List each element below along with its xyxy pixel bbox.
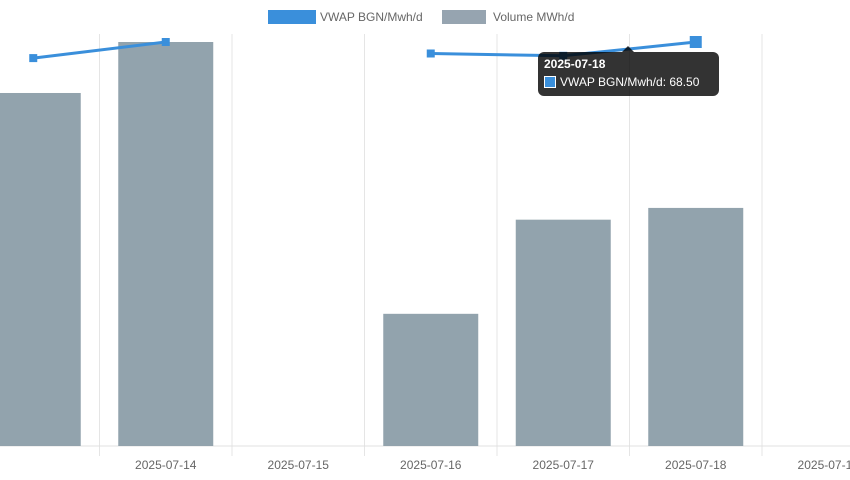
legend-label-vwap: VWAP BGN/Mwh/d [320, 10, 423, 24]
chart-tooltip: 2025-07-18 VWAP BGN/Mwh/d: 68.50 [538, 46, 719, 96]
x-tick-label: 2025-07-16 [400, 458, 462, 472]
tooltip-label: VWAP BGN/Mwh/d: 68.50 [560, 75, 700, 89]
bar-volume-2025-07-14 [118, 42, 214, 446]
chart-legend[interactable]: VWAP BGN/Mwh/d Volume MWh/d [268, 10, 574, 24]
x-tick-label: 2025-07-19 [798, 458, 850, 472]
x-tick-label: 2025-07-18 [665, 458, 727, 472]
volume-bars [0, 42, 744, 446]
tooltip-title: 2025-07-18 [544, 57, 606, 71]
legend-swatch-volume [442, 10, 486, 24]
tooltip-caret [622, 46, 634, 52]
vwap-point-2025-07-18 [689, 36, 702, 48]
legend-item-volume[interactable]: Volume MWh/d [442, 10, 574, 24]
bar-volume-2025-07-17 [515, 219, 611, 446]
vwap-line [33, 40, 166, 60]
legend-swatch-vwap [268, 10, 316, 24]
legend-label-volume: Volume MWh/d [493, 10, 574, 24]
vwap-point-2025-07-16 [426, 49, 435, 58]
vwap-point-2025-07-13 [29, 54, 38, 63]
legend-item-vwap[interactable]: VWAP BGN/Mwh/d [268, 10, 423, 24]
vwap-point-2025-07-14 [161, 38, 170, 46]
x-tick-label: 2025-07-15 [268, 458, 330, 472]
bar-volume-2025-07-16 [383, 313, 479, 446]
tooltip-row: VWAP BGN/Mwh/d: 68.50 [544, 75, 713, 89]
bar-volume-2025-07-13 [0, 92, 81, 446]
x-tick-label: 2025-07-14 [135, 458, 197, 472]
x-axis: 2025-07-14 2025-07-15 2025-07-16 2025-07-17… [135, 458, 850, 472]
x-tick-label: 2025-07-17 [533, 458, 595, 472]
bar-volume-2025-07-18 [648, 207, 744, 446]
tooltip-swatch [544, 76, 556, 88]
